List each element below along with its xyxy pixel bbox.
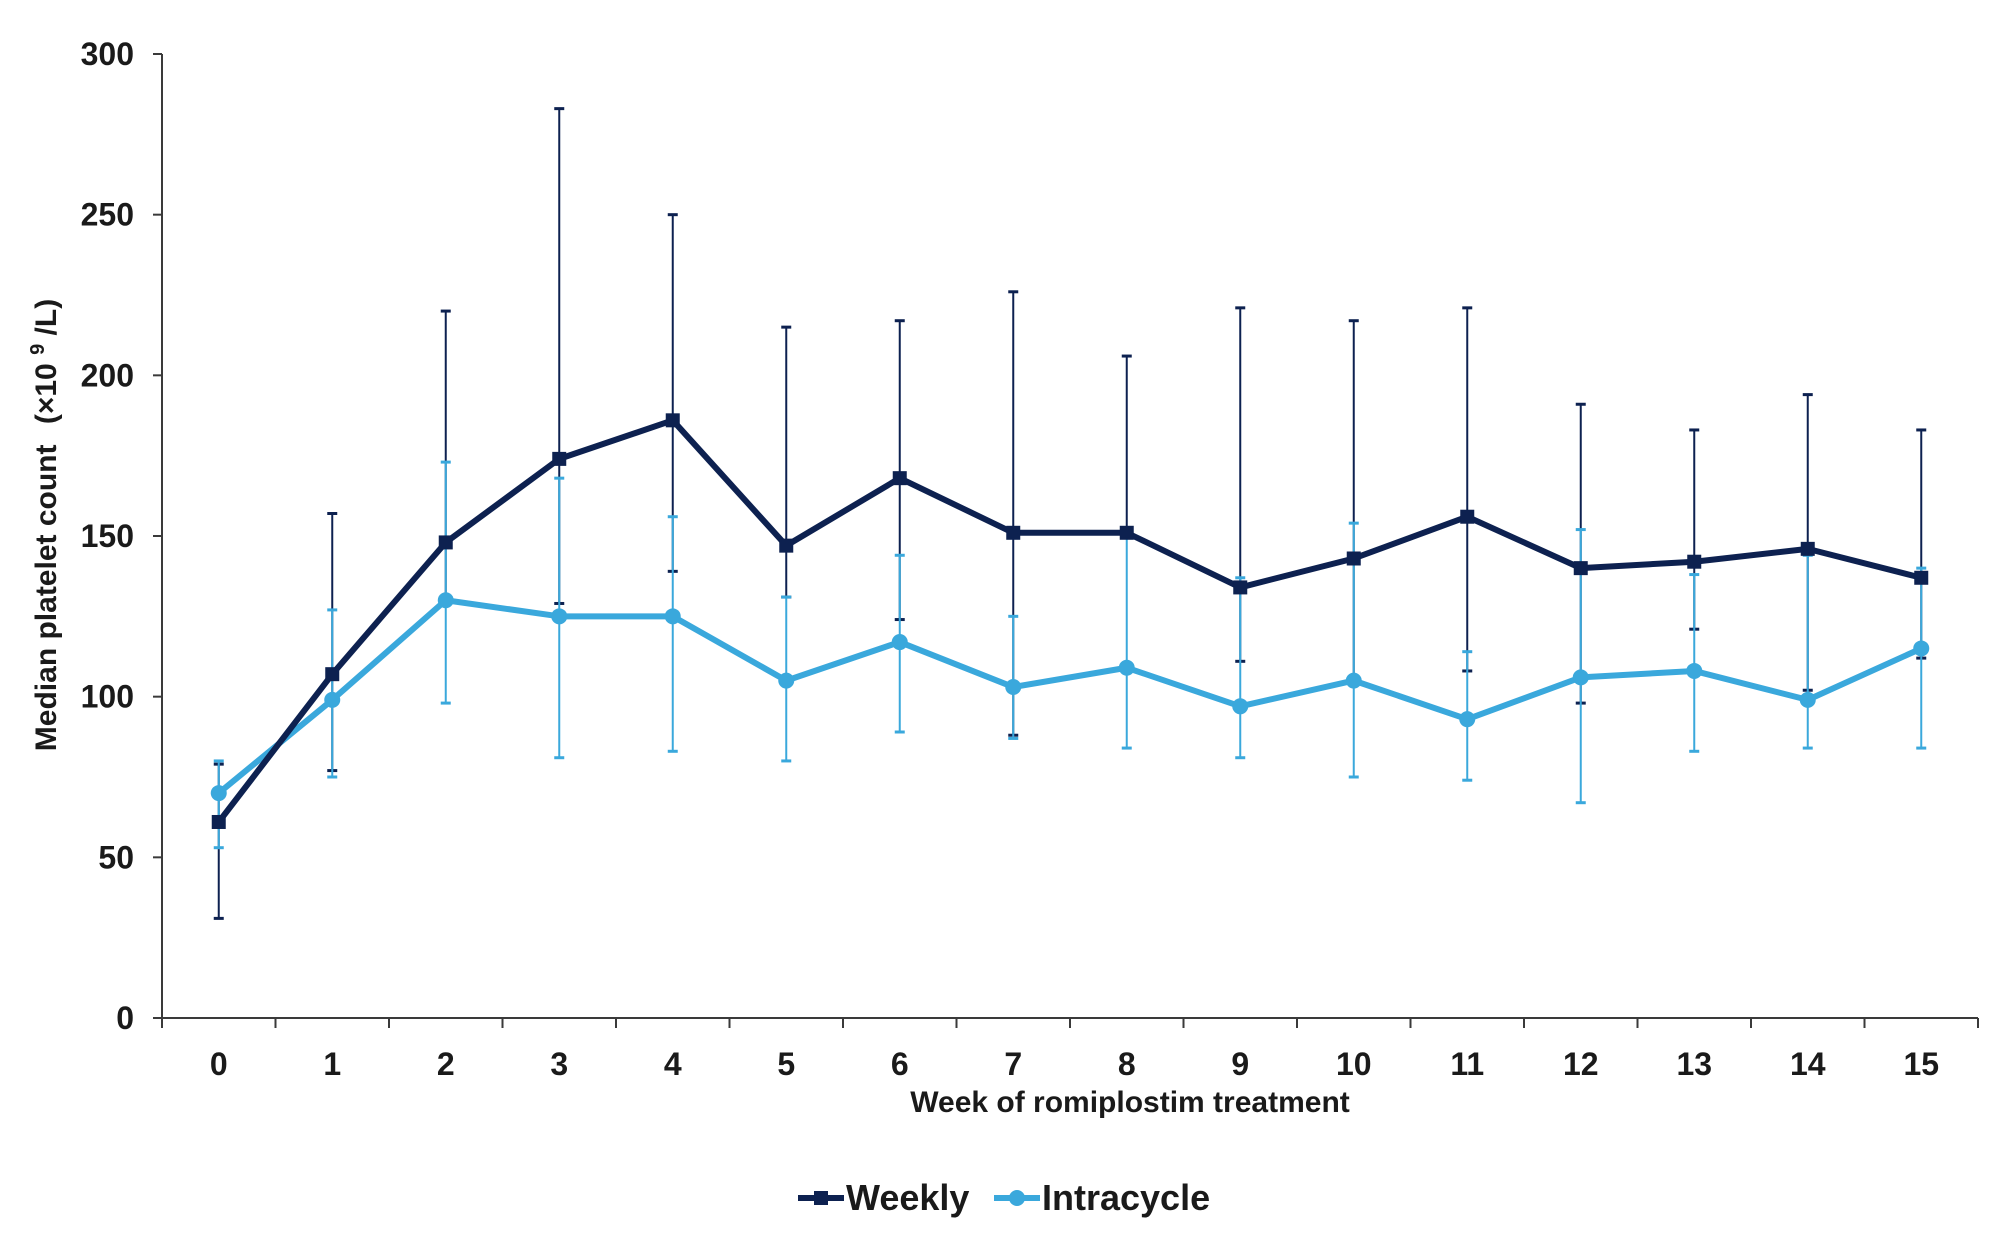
data-point-intracycle bbox=[1799, 691, 1816, 708]
y-tick-label: 250 bbox=[81, 197, 134, 233]
y-tick-label: 300 bbox=[81, 36, 134, 72]
series-line-weekly bbox=[216, 417, 1922, 824]
legend-swatch-marker-weekly bbox=[814, 1191, 828, 1205]
y-tick-label: 100 bbox=[81, 679, 134, 715]
x-tick-label: 11 bbox=[1450, 1046, 1484, 1082]
data-point-weekly bbox=[1687, 554, 1702, 569]
x-tick-label: 14 bbox=[1790, 1046, 1826, 1082]
data-point-intracycle bbox=[1345, 672, 1362, 689]
x-axis-title: Week of romiplostim treatment bbox=[910, 1086, 1350, 1119]
data-point-weekly bbox=[779, 538, 794, 553]
y-axis-title: Median platelet count (×10 9 /L) bbox=[18, 299, 63, 751]
data-point-weekly bbox=[325, 667, 340, 682]
data-point-weekly bbox=[1573, 561, 1588, 576]
y-tick-label: 150 bbox=[81, 518, 134, 554]
x-tick-label: 3 bbox=[550, 1046, 568, 1082]
data-point-intracycle bbox=[1686, 662, 1703, 679]
data-point-weekly bbox=[438, 535, 453, 550]
y-axis-title-unit-prefix: (×10 bbox=[30, 363, 63, 424]
data-point-weekly bbox=[1914, 570, 1929, 585]
axis-labels: Week of romiplostim treatment Median pla… bbox=[18, 299, 1350, 1119]
data-point-intracycle bbox=[778, 672, 795, 689]
y-tick-label: 200 bbox=[81, 357, 134, 393]
y-tick-label: 0 bbox=[116, 1000, 134, 1036]
data-point-intracycle bbox=[1459, 711, 1476, 728]
data-point-intracycle bbox=[324, 691, 341, 708]
data-point-weekly bbox=[1233, 580, 1248, 595]
y-axis-title-unit-exponent: 9 bbox=[27, 344, 49, 355]
data-point-intracycle bbox=[1005, 679, 1022, 696]
data-point-intracycle bbox=[664, 608, 681, 625]
legend-label-intracycle: Intracycle bbox=[1042, 1177, 1210, 1218]
data-point-weekly bbox=[665, 413, 680, 428]
x-tick-label: 15 bbox=[1903, 1046, 1939, 1082]
x-tick-label: 2 bbox=[437, 1046, 455, 1082]
legend-swatch-marker-intracycle bbox=[1009, 1190, 1025, 1206]
y-axis-title-main: Median platelet count bbox=[30, 444, 63, 751]
data-point-intracycle bbox=[1913, 640, 1930, 657]
x-tick-label: 7 bbox=[1004, 1046, 1022, 1082]
legend-label-weekly: Weekly bbox=[846, 1177, 969, 1218]
x-tick-label: 9 bbox=[1231, 1046, 1249, 1082]
data-point-intracycle bbox=[1572, 669, 1589, 686]
error-bars bbox=[213, 107, 1927, 920]
x-tick-label: 8 bbox=[1118, 1046, 1136, 1082]
data-point-weekly bbox=[211, 814, 226, 829]
x-tick-label: 5 bbox=[777, 1046, 795, 1082]
data-point-intracycle bbox=[1118, 659, 1135, 676]
x-tick-label: 0 bbox=[210, 1046, 228, 1082]
x-tick-label: 6 bbox=[891, 1046, 909, 1082]
data-point-weekly bbox=[1460, 509, 1475, 524]
data-point-weekly bbox=[1346, 551, 1361, 566]
x-tick-label: 12 bbox=[1563, 1046, 1599, 1082]
y-axis-title-unit-suffix: /L) bbox=[30, 299, 63, 336]
data-point-weekly bbox=[892, 471, 907, 486]
series-markers bbox=[210, 413, 1930, 829]
legend: Weekly Intracycle bbox=[798, 1177, 1210, 1218]
data-point-weekly bbox=[1006, 525, 1021, 540]
data-point-weekly bbox=[552, 451, 567, 466]
x-tick-label: 1 bbox=[323, 1046, 341, 1082]
x-tick-label: 4 bbox=[664, 1046, 682, 1082]
data-point-intracycle bbox=[210, 785, 227, 802]
series-lines bbox=[216, 417, 1923, 824]
data-point-intracycle bbox=[551, 608, 568, 625]
series-line-intracycle bbox=[216, 597, 1923, 796]
data-point-intracycle bbox=[891, 634, 908, 651]
data-point-intracycle bbox=[1232, 698, 1249, 715]
data-point-intracycle bbox=[437, 592, 454, 609]
y-tick-label: 50 bbox=[98, 839, 134, 875]
data-point-weekly bbox=[1119, 525, 1134, 540]
data-point-weekly bbox=[1800, 541, 1815, 556]
x-tick-label: 10 bbox=[1336, 1046, 1372, 1082]
x-tick-label: 13 bbox=[1676, 1046, 1712, 1082]
